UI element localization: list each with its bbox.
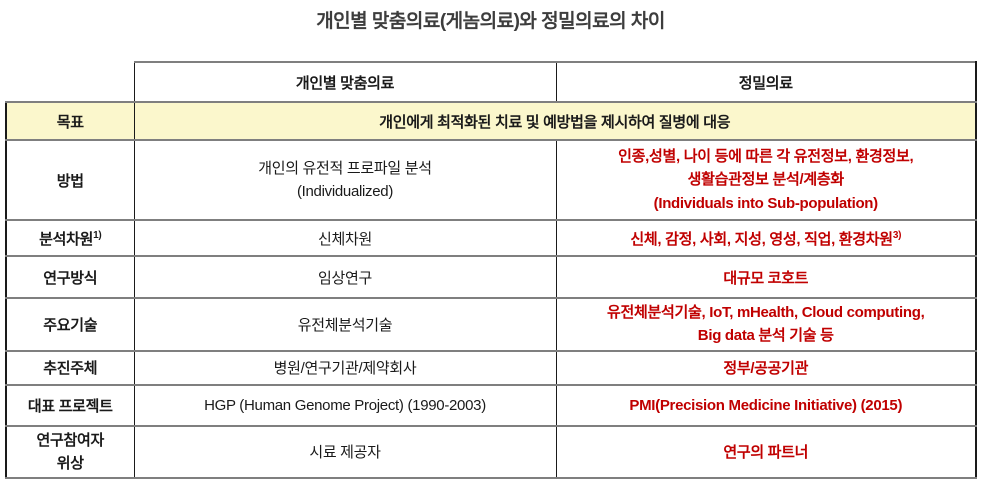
header-personalized-medicine: 개인별 맞춤의료 xyxy=(133,61,557,103)
row-label-participant-status: 연구참여자 위상 xyxy=(5,424,135,479)
comparison-table: 개인별 맞춤의료 정밀의료 목표 개인에게 최적화된 치료 및 예방법을 제시하… xyxy=(5,61,977,479)
cell-personalized-method: 개인의 유전적 프로파일 분석 (Individualized) xyxy=(133,139,557,221)
row-label-representative-project: 대표 프로젝트 xyxy=(5,383,135,427)
method-left-line1: 개인의 유전적 프로파일 분석 xyxy=(258,159,432,177)
method-right-line1: 인종,성별, 나이 등에 따른 각 유전정보, 환경정보, xyxy=(618,148,914,166)
cell-personalized-actor: 병원/연구기관/제약회사 xyxy=(133,349,557,386)
participant-status-label-line1: 연구참여자 xyxy=(36,431,104,449)
row-label-analysis-dimension: 분석차원1) xyxy=(5,219,135,257)
row-representative-project: 대표 프로젝트 HGP (Human Genome Project) (1990… xyxy=(5,383,977,427)
header-row: 개인별 맞춤의료 정밀의료 xyxy=(6,61,977,103)
cell-precision-dimension: 신체, 감정, 사회, 지성, 영성, 직업, 환경차원3) xyxy=(555,219,977,257)
cell-precision-technology: 유전체분석기술, IoT, mHealth, Cloud computing, … xyxy=(555,297,977,352)
cell-personalized-participant: 시료 제공자 xyxy=(133,424,557,479)
row-goal: 목표 개인에게 최적화된 치료 및 예방법을 제시하여 질병에 대응 xyxy=(5,101,977,141)
precision-dimension-footnote-3: 3) xyxy=(892,229,902,241)
cell-precision-project: PMI(Precision Medicine Initiative) (2015… xyxy=(555,383,977,427)
row-main-actor: 추진주체 병원/연구기관/제약회사 정부/공공기관 xyxy=(5,349,977,386)
header-empty-cell xyxy=(6,62,134,102)
method-right-line3: (Individuals into Sub-population) xyxy=(653,194,879,212)
row-analysis-dimension: 분석차원1) 신체차원 신체, 감정, 사회, 지성, 영성, 직업, 환경차원… xyxy=(5,219,977,257)
cell-personalized-technology: 유전체분석기술 xyxy=(133,297,557,352)
cell-precision-research: 대규모 코호트 xyxy=(555,255,977,299)
cell-personalized-project: HGP (Human Genome Project) (1990-2003) xyxy=(133,383,557,427)
row-method: 방법 개인의 유전적 프로파일 분석 (Individualized) 인종,성… xyxy=(5,139,977,221)
cell-personalized-dimension: 신체차원 xyxy=(133,219,557,257)
method-right-line2: 생활습관정보 분석/계층화 xyxy=(687,171,845,189)
cell-precision-actor: 정부/공공기관 xyxy=(555,349,977,386)
row-label-method: 방법 xyxy=(5,139,135,221)
row-key-technology: 주요기술 유전체분석기술 유전체분석기술, IoT, mHealth, Clou… xyxy=(5,297,977,352)
row-label-research-method: 연구방식 xyxy=(5,255,135,299)
row-label-goal: 목표 xyxy=(5,101,135,141)
technology-right-line1: 유전체분석기술, IoT, mHealth, Cloud computing, xyxy=(607,304,925,321)
analysis-dimension-footnote-1: 1) xyxy=(93,229,102,241)
precision-dimension-text: 신체, 감정, 사회, 지성, 영성, 직업, 환경차원 xyxy=(630,230,893,248)
row-research-method: 연구방식 임상연구 대규모 코호트 xyxy=(5,255,977,299)
method-left-line2: (Individualized) xyxy=(296,183,394,200)
page-title: 개인별 맞춤의료(게놈의료)와 정밀의료의 차이 xyxy=(316,11,665,32)
cell-precision-method: 인종,성별, 나이 등에 따른 각 유전정보, 환경정보, 생활습관정보 분석/… xyxy=(555,139,977,221)
participant-status-label-line2: 위상 xyxy=(56,454,84,472)
row-label-key-technology: 주요기술 xyxy=(5,297,135,352)
cell-personalized-research: 임상연구 xyxy=(133,255,557,299)
row-participant-status: 연구참여자 위상 시료 제공자 연구의 파트너 xyxy=(5,424,977,479)
technology-right-line2: Big data 분석 기술 등 xyxy=(697,327,834,345)
analysis-dimension-label-text: 분석차원 xyxy=(39,230,94,248)
header-precision-medicine: 정밀의료 xyxy=(555,61,977,103)
cell-goal-value: 개인에게 최적화된 치료 및 예방법을 제시하여 질병에 대응 xyxy=(133,101,977,141)
cell-precision-participant: 연구의 파트너 xyxy=(555,424,977,479)
row-label-main-actor: 추진주체 xyxy=(5,349,135,386)
